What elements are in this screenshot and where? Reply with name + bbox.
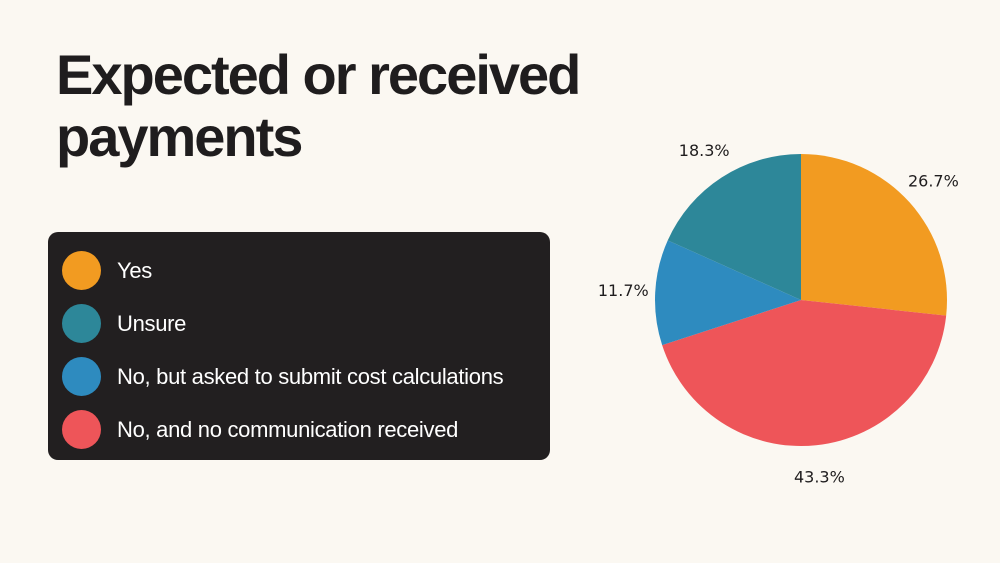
pie-data-label: 18.3% (679, 141, 730, 160)
pie-slice-no-but-asked-to-submit-cost-calculations (655, 240, 801, 346)
legend-label: No, and no communication received (117, 416, 459, 442)
chart-title: Expected or received payments (56, 43, 581, 168)
legend-label: No, but asked to submit cost calculation… (117, 363, 504, 389)
legend-swatch-no-communication (62, 410, 101, 449)
legend-item-no-communication: No, and no communication received (48, 403, 550, 456)
legend-swatch-unsure (62, 304, 101, 343)
legend-swatch-no-asked (62, 357, 101, 396)
legend-item-no-asked: No, but asked to submit cost calculation… (48, 350, 550, 403)
pie-data-label: 43.3% (794, 468, 845, 487)
pie-data-label: 26.7% (908, 172, 959, 191)
legend: Yes Unsure No, but asked to submit cost … (48, 232, 550, 460)
pie-slice-no-and-no-communication-received (662, 300, 947, 446)
pie-slice-unsure (667, 154, 801, 300)
legend-item-yes: Yes (48, 244, 550, 297)
legend-swatch-yes (62, 251, 101, 290)
pie-slice-yes (801, 154, 948, 316)
legend-label: Yes (117, 257, 152, 283)
pie-data-label: 11.7% (598, 281, 649, 300)
legend-label: Unsure (117, 310, 187, 336)
legend-item-unsure: Unsure (48, 297, 550, 350)
